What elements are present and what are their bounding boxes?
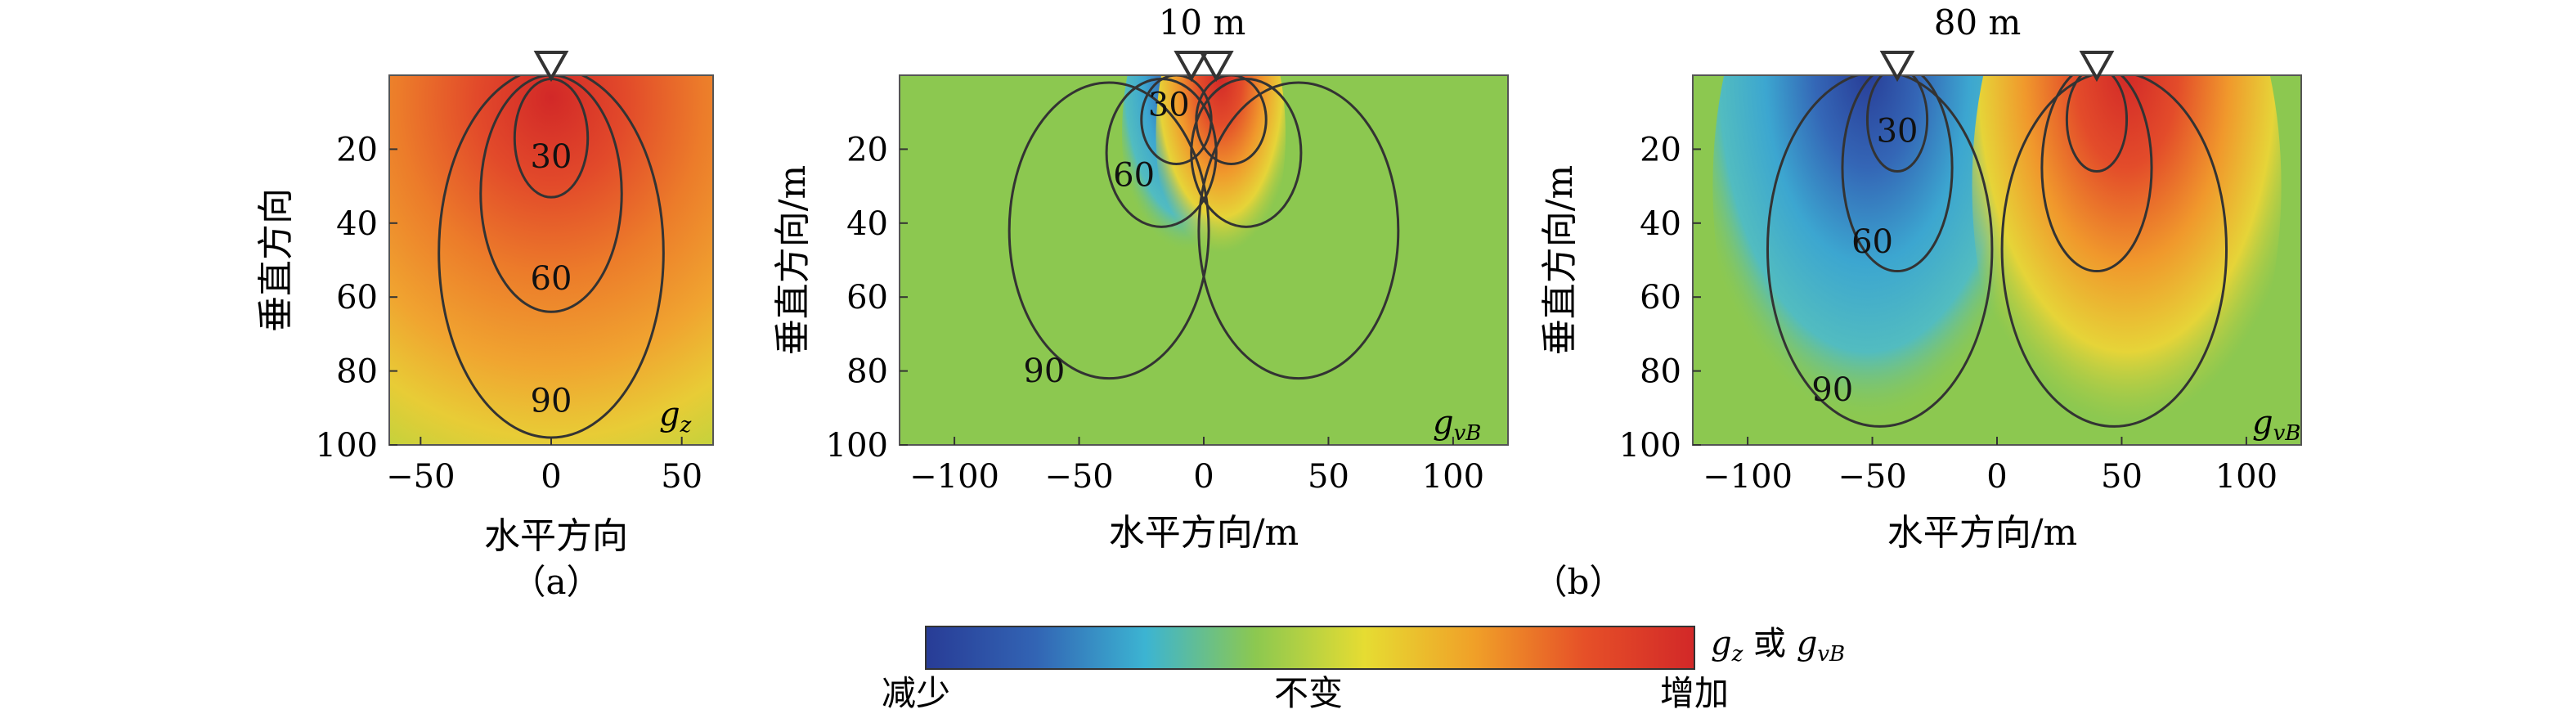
y-tick-label: 100 xyxy=(1619,427,1681,465)
x-tick-label: 100 xyxy=(2215,458,2278,496)
contour-90-mirror xyxy=(2000,75,2228,428)
x-tick-label: 100 xyxy=(1422,458,1484,496)
field-label: gvB xyxy=(1433,404,1481,446)
negative-lobe xyxy=(1712,75,2022,445)
panel-label-a: （a） xyxy=(511,562,600,602)
colorbar-tick-mid: 不变 xyxy=(1274,673,1343,713)
x-tick-label: −50 xyxy=(386,458,455,496)
contour-60 xyxy=(1841,75,1954,273)
panel-title: 10 m xyxy=(1159,2,1246,43)
y-tick-label: 80 xyxy=(846,353,888,391)
contour-label-30: 30 xyxy=(1877,112,1919,150)
y-tick-label: 60 xyxy=(336,279,378,317)
y-tick-label: 80 xyxy=(336,353,378,391)
contour-label-60: 60 xyxy=(1851,223,1893,261)
contour-60-mirror xyxy=(2040,75,2153,273)
y-tick-label: 20 xyxy=(1640,131,1681,168)
x-tick-label: −50 xyxy=(1044,458,1113,496)
x-tick-label: 50 xyxy=(661,458,702,496)
field-label: gz xyxy=(659,396,692,438)
sensor-marker xyxy=(1174,51,1209,83)
y-axis-label: 垂直方向/m xyxy=(1539,165,1581,356)
y-tick-label: 40 xyxy=(846,205,888,243)
sensor-marker xyxy=(2079,51,2115,83)
positive-lobe xyxy=(1156,75,1286,283)
panel-a-gz: 30 60 90 −50 0 50 20 40 60 80 100 gz 水平方向 垂直方向 （a） xyxy=(255,51,714,602)
panel-label-b: （b） xyxy=(1533,562,1624,602)
contour-30-mirror xyxy=(2065,75,2129,173)
colorbar: gz 或 gvB 减少 不变 增加 xyxy=(882,625,1845,713)
contour-label-30: 30 xyxy=(1148,87,1190,124)
y-axis-label: 垂直方向/m xyxy=(772,165,814,356)
x-axis-label: 水平方向 xyxy=(484,515,628,557)
y-tick-label: 60 xyxy=(1640,279,1681,317)
contour-60-mirror xyxy=(1190,78,1303,228)
x-tick-label: 50 xyxy=(1308,458,1349,496)
x-axis-label: 水平方向/m xyxy=(1109,512,1299,554)
field-fill xyxy=(389,75,713,445)
x-tick-label: −50 xyxy=(1838,458,1906,496)
y-tick-label: 80 xyxy=(1640,353,1681,391)
colorbar-tick-low: 减少 xyxy=(882,673,950,713)
contour-90 xyxy=(1008,81,1210,380)
heatmap-area: 30 60 90 −100 −50 0 50 100 20 40 60 80 100 xyxy=(826,51,1509,496)
y-tick-label: 40 xyxy=(1640,205,1681,243)
contour-label-90: 90 xyxy=(531,382,572,420)
sensor-marker xyxy=(1198,51,1234,83)
contour-30 xyxy=(1865,75,1929,173)
positive-lobe xyxy=(1972,75,2282,445)
x-tick-label: −100 xyxy=(909,458,999,496)
x-tick-label: 50 xyxy=(2101,458,2143,496)
x-tick-label: 0 xyxy=(541,458,561,496)
heatmap-area: 30 60 90 −50 0 50 20 40 60 80 100 xyxy=(316,51,714,496)
y-tick-label: 20 xyxy=(336,131,378,168)
contour-label-90: 90 xyxy=(1811,371,1853,409)
contour-60 xyxy=(479,75,623,313)
y-axis-label: 垂直方向 xyxy=(255,188,297,332)
contour-label-90: 90 xyxy=(1023,353,1065,390)
contour-label-60: 60 xyxy=(531,260,572,298)
x-axis-label: 水平方向/m xyxy=(1887,512,2078,554)
contour-label-60: 60 xyxy=(1113,157,1155,195)
colorbar-gradient xyxy=(925,626,1695,670)
x-tick-label: 0 xyxy=(1193,458,1214,496)
y-tick-label: 100 xyxy=(316,427,378,465)
contour-90-mirror xyxy=(1197,81,1400,380)
x-tick-label: 0 xyxy=(1986,458,2007,496)
sensor-marker xyxy=(533,51,569,83)
y-tick-label: 60 xyxy=(846,279,888,317)
panel-title: 80 m xyxy=(1934,2,2022,43)
y-tick-label: 40 xyxy=(336,205,378,243)
contour-60 xyxy=(1105,78,1218,228)
x-tick-label: −100 xyxy=(1703,458,1793,496)
contour-90 xyxy=(1766,75,1994,428)
heatmap-area: 30 60 90 −100 −50 0 50 100 20 40 60 80 100 xyxy=(1619,51,2302,496)
colorbar-tick-high: 增加 xyxy=(1660,673,1729,713)
colorbar-label: gz 或 gvB xyxy=(1711,625,1845,667)
y-tick-label: 20 xyxy=(846,131,888,168)
contour-label-30: 30 xyxy=(531,138,572,176)
field-label: gvB xyxy=(2252,404,2300,446)
sensor-marker xyxy=(1879,51,1915,83)
y-tick-label: 100 xyxy=(826,427,888,465)
